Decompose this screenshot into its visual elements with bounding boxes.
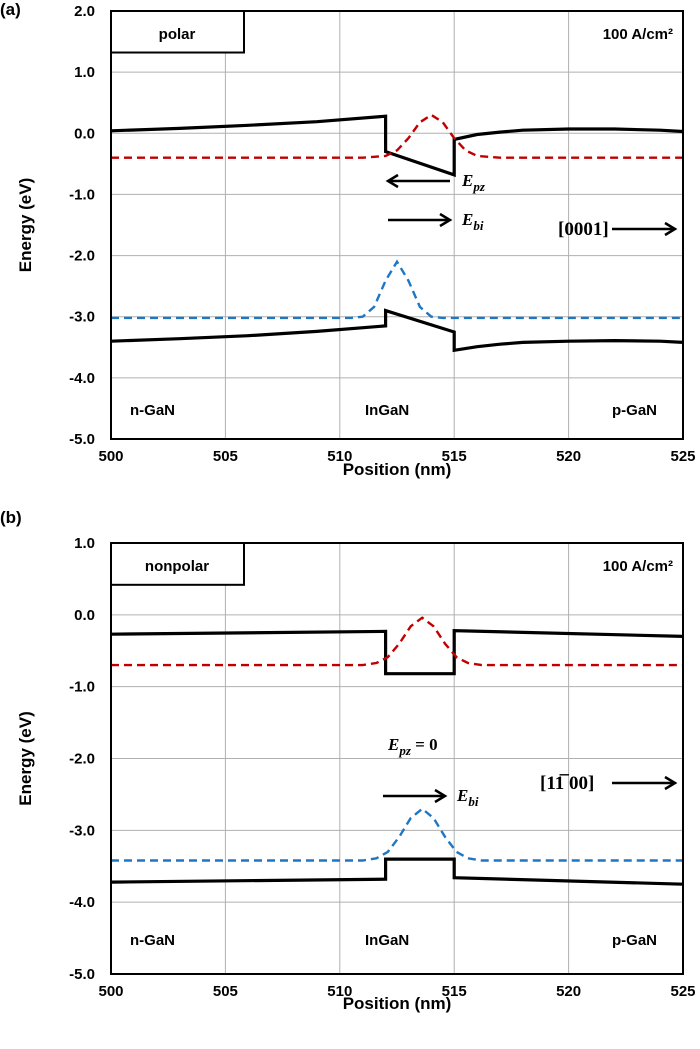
region-label: InGaN	[365, 932, 409, 949]
direction-arrow-head	[664, 221, 678, 237]
epz-label-subscript: pz	[398, 743, 412, 758]
y-tick-label: 2.0	[74, 3, 95, 20]
y-tick-label: -5.0	[69, 966, 95, 983]
plot-frame	[110, 10, 684, 440]
x-tick-label: 520	[556, 448, 581, 465]
ebi-label: Ebi	[461, 210, 484, 233]
series-line-0	[110, 628, 684, 676]
y-tick-label: -5.0	[69, 431, 95, 448]
ebi-arrow-head	[434, 788, 448, 804]
x-tick-label: 520	[556, 983, 581, 1000]
series-line-2	[111, 807, 683, 862]
epz-label-equals: = 0	[411, 735, 438, 754]
box-label: polar	[159, 26, 196, 43]
box-label-frame	[110, 542, 245, 586]
x-axis-title: Position (nm)	[343, 994, 452, 1013]
current-density-label: 100 A/cm²	[603, 26, 673, 43]
y-tick-label: 0.0	[74, 125, 95, 142]
x-tick-label: 505	[213, 983, 238, 1000]
ebi-label: Ebi	[456, 786, 479, 809]
epz-label: Epz = 0	[387, 735, 438, 758]
current-density-label: 100 A/cm²	[603, 558, 673, 575]
x-tick-label: 505	[213, 448, 238, 465]
epz-arrow-head	[385, 173, 399, 189]
x-tick-label: 500	[98, 983, 123, 1000]
series-line-3	[110, 857, 684, 886]
epz-label-symbol: E	[387, 735, 399, 754]
y-axis-title: Energy (eV)	[16, 711, 35, 805]
y-tick-label: 1.0	[74, 64, 95, 81]
region-label: n-GaN	[130, 402, 175, 419]
epz-label-symbol: E	[461, 171, 473, 190]
series-line-1	[111, 616, 683, 667]
direction-label: [0001]	[558, 219, 609, 240]
region-label: p-GaN	[612, 932, 657, 949]
direction-label: [11̅ 00]	[540, 773, 594, 794]
y-axis-title: Energy (eV)	[16, 178, 35, 272]
ebi-label-subscript: bi	[468, 794, 479, 809]
x-axis-title: Position (nm)	[343, 460, 452, 479]
series-line-3	[110, 308, 684, 353]
y-tick-label: -2.0	[69, 248, 95, 265]
y-tick-label: -2.0	[69, 751, 95, 768]
y-tick-label: -3.0	[69, 822, 95, 839]
x-tick-label: 510	[327, 448, 352, 465]
series-line-0	[110, 114, 684, 178]
direction-arrow-head	[664, 775, 678, 791]
x-tick-label: 515	[442, 448, 467, 465]
panel-a: 500 505 510 515 520 525 2.0 1.0 0.0 -1.0 -2.0 -3.0 -…	[0, 0, 696, 479]
ebi-label-subscript: bi	[473, 218, 484, 233]
ebi-label-symbol: E	[461, 210, 473, 229]
plot-frame	[110, 542, 684, 975]
x-tick-label: 510	[327, 983, 352, 1000]
y-tick-label: -4.0	[69, 370, 95, 387]
box-label-frame	[110, 10, 245, 54]
region-label: n-GaN	[130, 932, 175, 949]
y-tick-label: 1.0	[74, 535, 95, 552]
region-label: InGaN	[365, 402, 409, 419]
ebi-arrow-head	[439, 212, 453, 228]
y-tick-label: -3.0	[69, 309, 95, 326]
x-tick-label: 525	[670, 983, 695, 1000]
y-tick-label: -1.0	[69, 186, 95, 203]
panel-b: 500 505 510 515 520 525 1.0 0.0 -1.0 -2.0 -3.0 -4.0…	[0, 508, 696, 1013]
panel-label: (b)	[0, 508, 22, 527]
panel-label: (a)	[0, 0, 21, 19]
y-tick-label: 0.0	[74, 607, 95, 624]
region-label: p-GaN	[612, 402, 657, 419]
x-tick-label: 515	[442, 983, 467, 1000]
x-tick-label: 525	[670, 448, 695, 465]
ebi-label-symbol: E	[456, 786, 468, 805]
y-tick-label: -1.0	[69, 679, 95, 696]
series-line-1	[111, 113, 683, 159]
y-tick-label: -4.0	[69, 894, 95, 911]
epz-label-subscript: pz	[472, 179, 486, 194]
box-label: nonpolar	[145, 558, 209, 575]
series-line-2	[111, 259, 683, 320]
x-tick-label: 500	[98, 448, 123, 465]
epz-label: Epz	[461, 171, 486, 194]
